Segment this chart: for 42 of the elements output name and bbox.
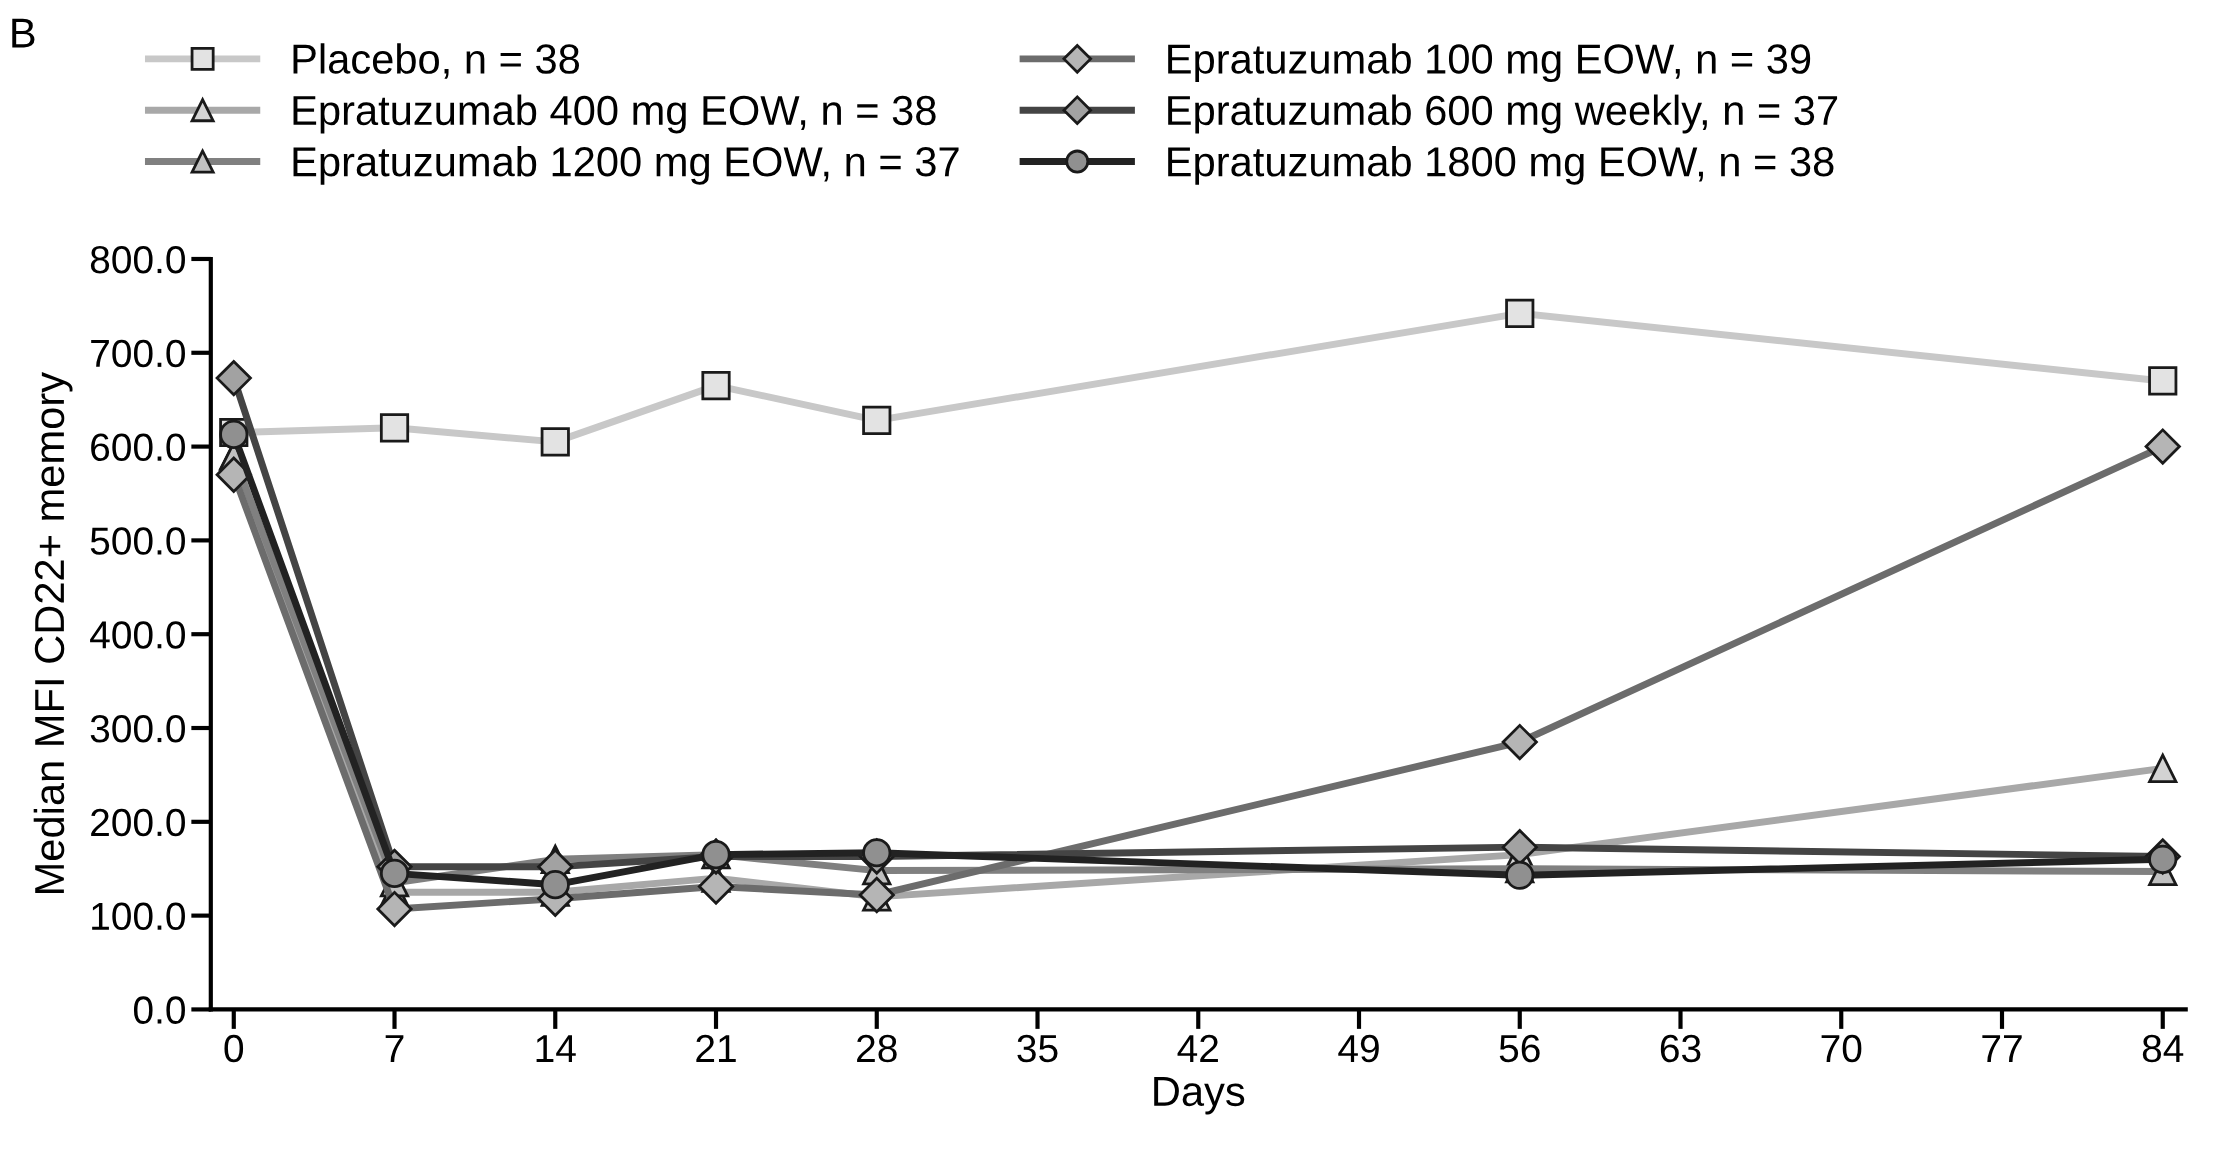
y-tick-label: 400.0 xyxy=(90,621,185,649)
y-tick-label: 200.0 xyxy=(91,808,185,837)
y-axis-title: Median MFI CD22+ memory xyxy=(33,372,73,893)
x-tick-label: 14 xyxy=(536,1035,576,1062)
point xyxy=(540,870,570,900)
point xyxy=(379,858,410,888)
x-tick-label: 0 xyxy=(224,1034,244,1063)
y-tick-label: 800.0 xyxy=(90,245,185,274)
x-tick-label: 63 xyxy=(1660,1034,1701,1063)
y-tick-label: 700.0 xyxy=(91,339,185,368)
x-tick-label: 7 xyxy=(385,1035,404,1062)
point xyxy=(2148,753,2178,783)
legend-label: Placebo, n = 38 xyxy=(293,43,580,79)
text: B xyxy=(12,18,35,48)
x-tick-label: 56 xyxy=(1499,1034,1540,1063)
point xyxy=(862,405,892,435)
legend-label: Epratuzumab 1200 mg EOW, n = 37 xyxy=(293,145,959,185)
point xyxy=(1505,298,1535,328)
point xyxy=(701,371,731,401)
legend-label: Epratuzumab 1800 mg EOW, n = 38 xyxy=(1168,145,1834,185)
legend-label: Epratuzumab 400 mg EOW, n = 38 xyxy=(293,94,936,134)
x-tick-label: 77 xyxy=(1982,1035,2022,1062)
point xyxy=(540,427,570,457)
point xyxy=(1505,860,1535,890)
y-tick-label: 0.0 xyxy=(133,996,185,1024)
point xyxy=(215,360,252,397)
legend-label: Epratuzumab 100 mg EOW, n = 39 xyxy=(1168,43,1811,83)
x-tick-label: 70 xyxy=(1821,1034,1862,1063)
x-tick-label: 21 xyxy=(696,1034,736,1062)
x-tick-label: 35 xyxy=(1017,1034,1058,1063)
y-tick-label: 500.0 xyxy=(90,527,185,555)
x-tick-label: 42 xyxy=(1177,1034,1218,1062)
x-tick-label: 49 xyxy=(1338,1034,1379,1063)
legend-label: Epratuzumab 600 mg weekly, n = 37 xyxy=(1168,94,1838,134)
x-tick-label: 28 xyxy=(857,1034,897,1063)
y-tick-label: 600.0 xyxy=(91,433,185,462)
point xyxy=(2148,366,2178,396)
x-tick-label: 84 xyxy=(2142,1034,2184,1063)
point xyxy=(379,413,410,443)
x-axis-title: Days xyxy=(1154,1077,1245,1115)
y-tick-label: 300.0 xyxy=(90,714,185,743)
y-tick-label: 100.0 xyxy=(92,902,185,931)
